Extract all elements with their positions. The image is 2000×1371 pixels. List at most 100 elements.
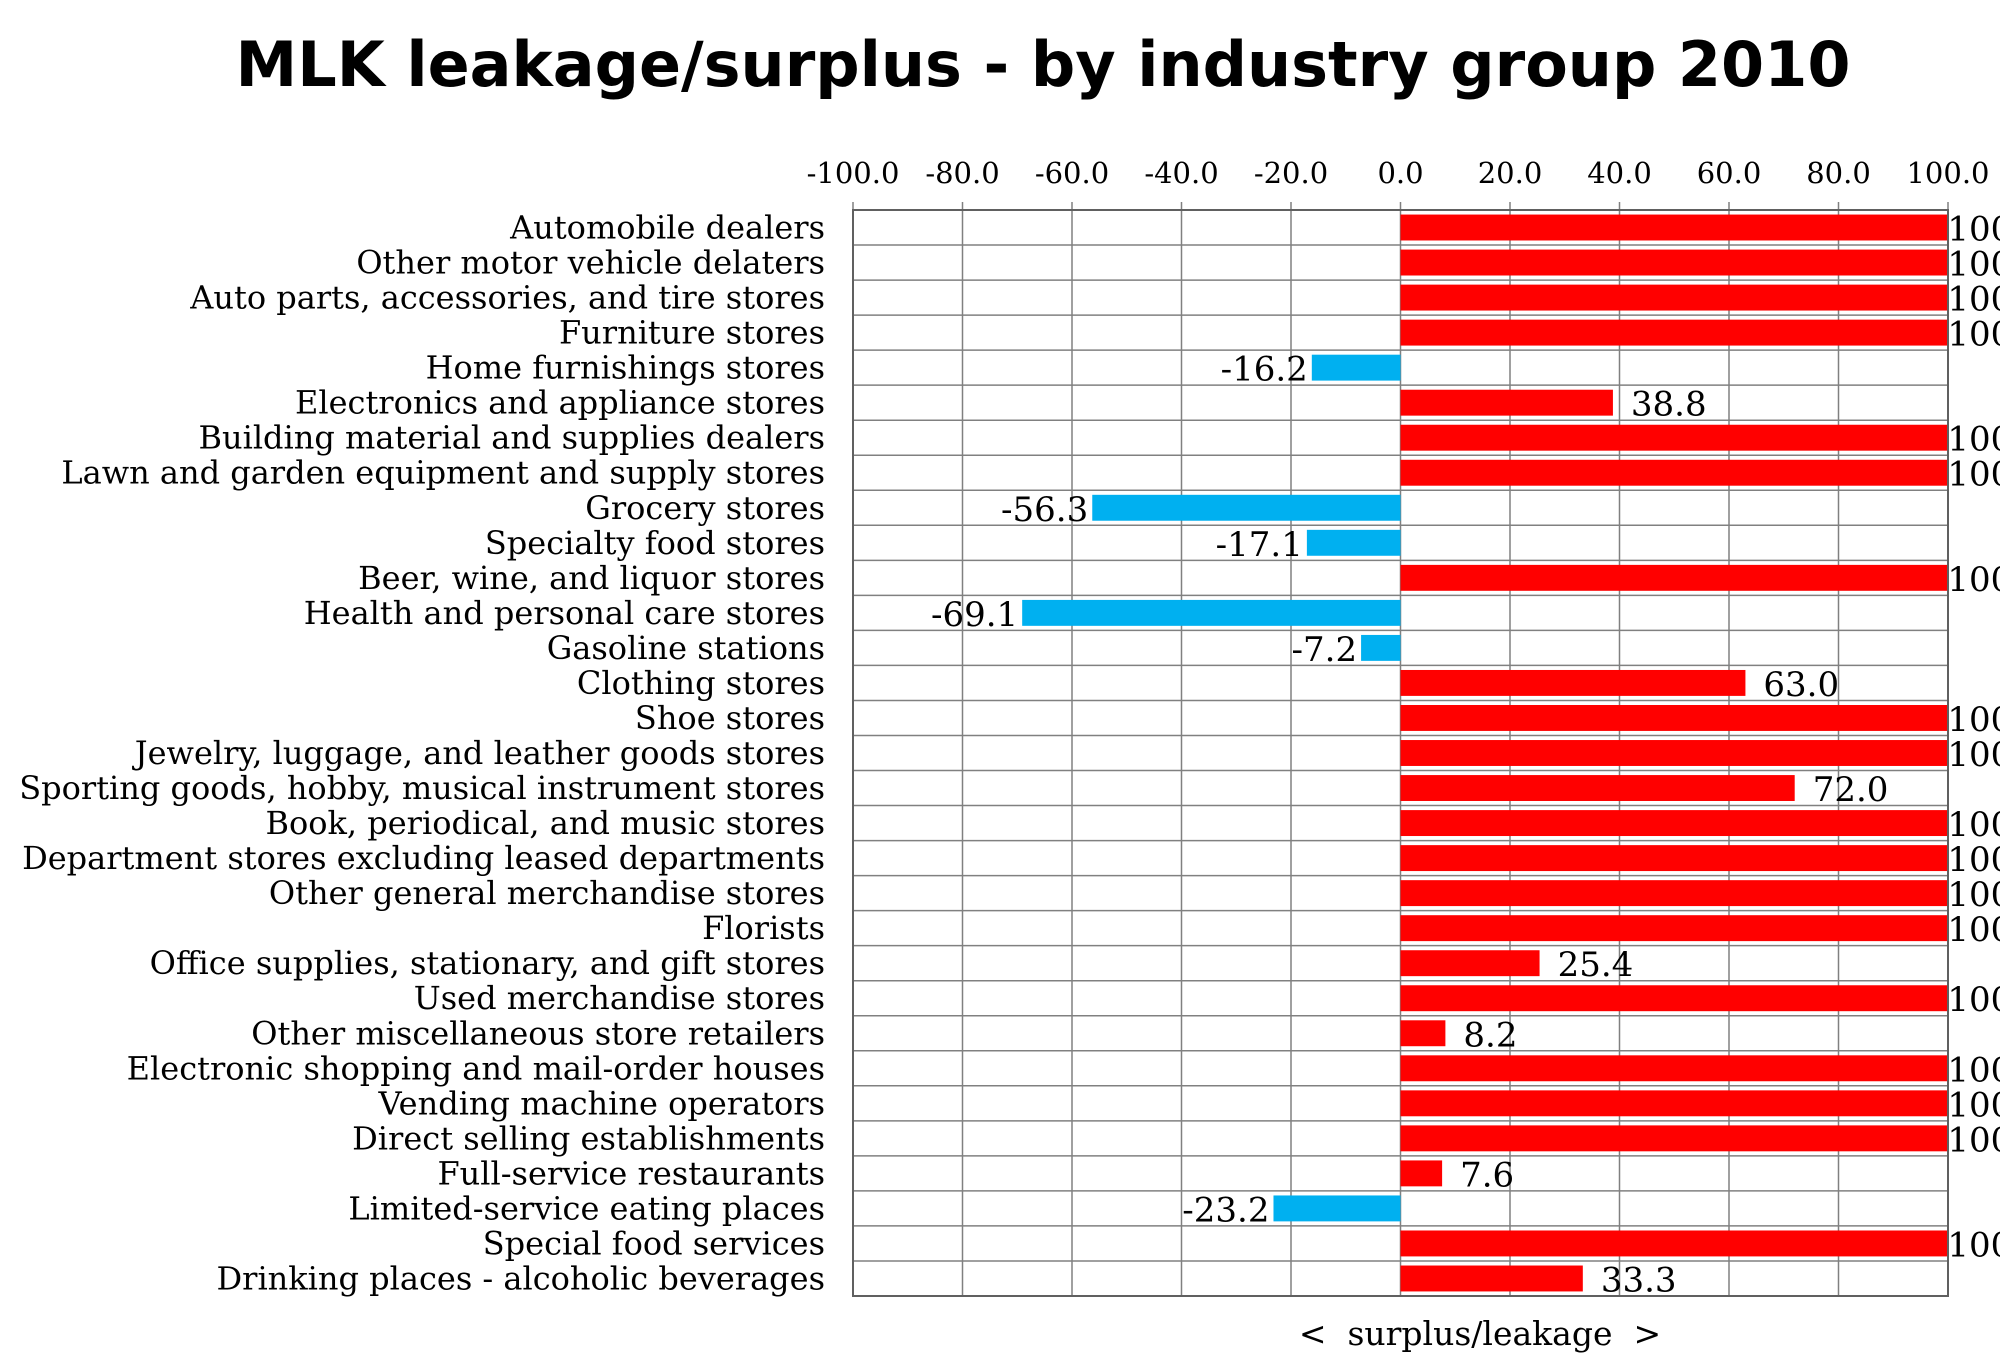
data-label: 63.0 — [1763, 665, 1839, 705]
x-axis-ticks: -100.0 -80.0 -60.0 -40.0 -20.0 0.0 20.0 40.0 60.… — [807, 156, 1990, 190]
bar — [1400, 985, 1948, 1012]
data-label: -23.2 — [1182, 1190, 1269, 1230]
data-label: 100.0 — [1947, 1085, 2000, 1125]
bar — [1400, 249, 1948, 276]
bar — [1400, 1055, 1948, 1082]
category-label: Other miscellaneous store retailers — [251, 1014, 825, 1052]
category-label: Electronic shopping and mail-order house… — [127, 1049, 825, 1087]
bar — [1092, 494, 1401, 521]
bar — [1400, 1020, 1446, 1047]
category-label: Jewelry, luggage, and leather goods stor… — [132, 734, 825, 772]
category-label: Limited-service eating places — [348, 1189, 825, 1227]
data-label: 100.0 — [1947, 840, 2000, 880]
category-label: Home furnishings stores — [426, 349, 825, 387]
data-label: 100.0 — [1947, 700, 2000, 740]
bar — [1400, 669, 1746, 696]
category-label: Book, periodical, and music stores — [265, 804, 825, 842]
category-label: Full-service restaurants — [437, 1154, 825, 1192]
bar — [1400, 389, 1613, 416]
data-label: 100.0 — [1947, 1050, 2000, 1090]
data-label: 100.0 — [1947, 455, 2000, 495]
bars — [1022, 214, 1948, 1292]
x-tick-label: 20.0 — [1478, 156, 1543, 190]
bar — [1400, 214, 1948, 241]
category-label: Other general merchandise stores — [269, 874, 825, 912]
category-label: Direct selling establishments — [352, 1119, 825, 1157]
category-label: Department stores excluding leased depar… — [22, 839, 825, 877]
bar — [1400, 1230, 1948, 1257]
bar — [1400, 284, 1948, 311]
bar — [1400, 845, 1948, 872]
bar — [1400, 705, 1948, 731]
data-label: 38.8 — [1631, 385, 1707, 425]
x-tick-label: -20.0 — [1254, 156, 1328, 190]
bar — [1273, 1195, 1401, 1222]
bar — [1022, 599, 1401, 626]
bar — [1400, 459, 1948, 486]
bar — [1400, 810, 1948, 837]
bar — [1400, 950, 1540, 977]
category-label: Electronics and appliance stores — [295, 384, 825, 422]
x-tick-label: 60.0 — [1697, 156, 1762, 190]
bar — [1400, 1090, 1948, 1117]
x-tick-label: -60.0 — [1035, 156, 1109, 190]
data-label: 100.0 — [1947, 735, 2000, 775]
data-label: 100.0 — [1947, 875, 2000, 915]
data-label: 100.0 — [1947, 805, 2000, 845]
data-label: 100.0 — [1947, 420, 2000, 460]
data-label: 100.0 — [1947, 560, 2000, 600]
category-label: Specialty food stores — [485, 524, 825, 562]
chart-title: MLK leakage/surplus - by industry group … — [236, 28, 1851, 101]
data-label: -16.2 — [1221, 350, 1308, 390]
category-label: Other motor vehicle delaters — [356, 244, 825, 282]
data-label: -69.1 — [931, 595, 1018, 635]
x-tick-label: -80.0 — [925, 156, 999, 190]
data-label: -56.3 — [1001, 490, 1088, 530]
gridlines — [852, 202, 1949, 1296]
data-label: -17.1 — [1216, 525, 1303, 565]
data-label: 100.0 — [1947, 1225, 2000, 1265]
bar — [1400, 564, 1948, 591]
data-label: 100.0 — [1947, 910, 2000, 950]
data-label: 8.2 — [1463, 1015, 1517, 1055]
category-label: Used merchandise stores — [414, 979, 825, 1017]
x-tick-label: -100.0 — [807, 156, 900, 190]
bar — [1361, 634, 1401, 661]
plot-frame — [852, 209, 1949, 1297]
data-label: 72.0 — [1813, 770, 1889, 810]
bar — [1311, 354, 1401, 381]
bar — [1400, 1125, 1948, 1152]
category-label: Sporting goods, hobby, musical instrumen… — [19, 769, 825, 807]
category-label: Office supplies, stationary, and gift st… — [150, 944, 825, 982]
category-label: Furniture stores — [559, 314, 825, 352]
data-label: 100.0 — [1947, 245, 2000, 285]
category-label: Automobile dealers — [509, 209, 825, 247]
bar — [1400, 1160, 1443, 1187]
category-label: Clothing stores — [577, 664, 825, 702]
bar — [1400, 775, 1795, 801]
category-label: Vending machine operators — [377, 1084, 825, 1122]
category-label: Grocery stores — [585, 489, 825, 527]
x-tick-label: 40.0 — [1587, 156, 1652, 190]
category-label: Lawn and garden equipment and supply sto… — [61, 454, 825, 492]
x-tick-label: -40.0 — [1144, 156, 1218, 190]
data-label: 33.3 — [1601, 1260, 1677, 1300]
data-label: 100.0 — [1947, 315, 2000, 355]
data-label: 25.4 — [1558, 945, 1634, 985]
bar — [1306, 529, 1401, 556]
category-label: Health and personal care stores — [304, 594, 825, 632]
data-label: 7.6 — [1460, 1155, 1514, 1195]
data-label: -7.2 — [1292, 630, 1358, 670]
category-label: Drinking places - alcoholic beverages — [216, 1259, 825, 1297]
bar — [1400, 424, 1948, 451]
data-labels: 100.0100.0100.0100.0-16.238.8100.0100.0-… — [931, 210, 2000, 1301]
data-label: 100.0 — [1947, 980, 2000, 1020]
data-label: 100.0 — [1947, 1120, 2000, 1160]
category-label: Florists — [702, 909, 825, 947]
bar — [1400, 915, 1948, 942]
category-label: Auto parts, accessories, and tire stores — [189, 279, 825, 317]
bar — [1400, 740, 1948, 766]
x-tick-label: 80.0 — [1806, 156, 1871, 190]
